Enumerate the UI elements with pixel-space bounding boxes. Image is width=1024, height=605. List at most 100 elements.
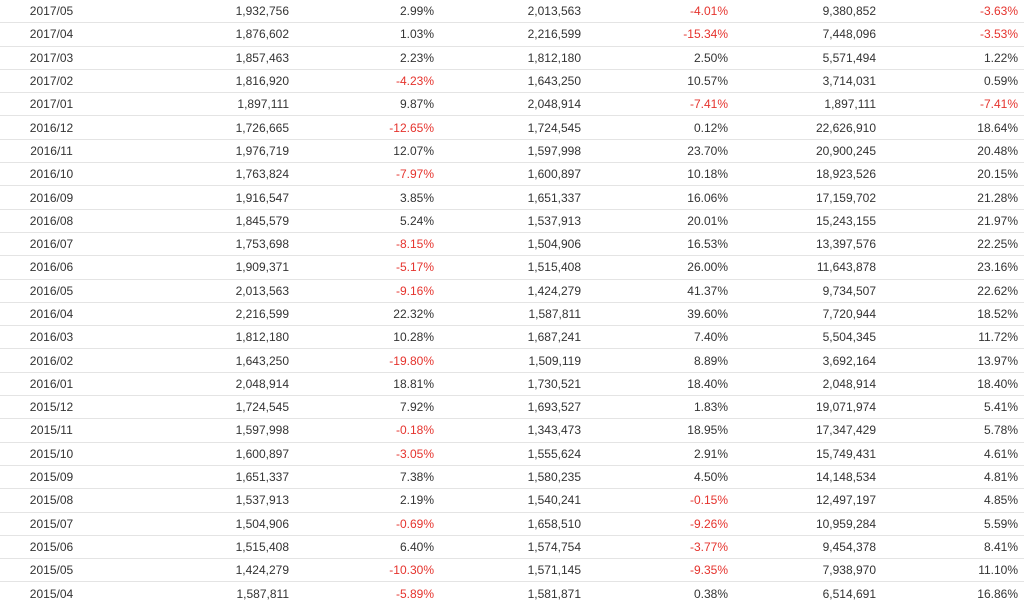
month-cell: 2016/04 bbox=[0, 301, 115, 327]
table-row: 2015/10 1,600,897 -3.05% 1,555,624 2.91% 15,7… bbox=[0, 441, 1024, 466]
cumulative-change-cell: 20.15% bbox=[882, 162, 1024, 187]
compare-value-cell: 1,730,521 bbox=[440, 371, 587, 397]
compare-change-cell: 8.89% bbox=[587, 348, 734, 373]
value-cell: 1,587,811 bbox=[115, 581, 295, 605]
cumulative-change-cell: 16.86% bbox=[882, 581, 1024, 605]
compare-change-cell: 26.00% bbox=[587, 255, 734, 280]
change-cell: -3.05% bbox=[295, 441, 440, 466]
compare-value-cell: 1,658,510 bbox=[440, 511, 587, 536]
value-cell: 1,537,913 bbox=[115, 488, 295, 513]
cumulative-value-cell: 3,714,031 bbox=[734, 68, 882, 94]
compare-value-cell: 2,216,599 bbox=[440, 22, 587, 47]
cumulative-value-cell: 5,504,345 bbox=[734, 325, 882, 350]
value-cell: 2,216,599 bbox=[115, 301, 295, 327]
month-cell: 2015/04 bbox=[0, 581, 115, 605]
month-cell: 2017/02 bbox=[0, 68, 115, 94]
month-cell: 2015/09 bbox=[0, 464, 115, 490]
value-cell: 1,816,920 bbox=[115, 68, 295, 94]
month-cell: 2016/10 bbox=[0, 162, 115, 187]
value-cell: 1,909,371 bbox=[115, 255, 295, 280]
compare-change-cell: 0.12% bbox=[587, 115, 734, 140]
cumulative-value-cell: 1,897,111 bbox=[734, 92, 882, 117]
value-cell: 1,600,897 bbox=[115, 441, 295, 466]
compare-value-cell: 1,597,998 bbox=[440, 138, 587, 164]
table-row: 2016/06 1,909,371 -5.17% 1,515,408 26.00% 11,… bbox=[0, 255, 1024, 280]
compare-change-cell: -3.77% bbox=[587, 534, 734, 560]
cumulative-change-cell: 22.62% bbox=[882, 278, 1024, 303]
compare-value-cell: 1,581,871 bbox=[440, 581, 587, 605]
value-cell: 2,048,914 bbox=[115, 371, 295, 397]
compare-value-cell: 1,687,241 bbox=[440, 325, 587, 350]
cumulative-value-cell: 15,243,155 bbox=[734, 208, 882, 233]
value-cell: 1,812,180 bbox=[115, 325, 295, 350]
month-cell: 2016/09 bbox=[0, 185, 115, 210]
cumulative-change-cell: -7.41% bbox=[882, 92, 1024, 117]
change-cell: -8.15% bbox=[295, 231, 440, 257]
cumulative-value-cell: 17,159,702 bbox=[734, 185, 882, 210]
compare-change-cell: 16.53% bbox=[587, 231, 734, 257]
cumulative-change-cell: 13.97% bbox=[882, 348, 1024, 373]
change-cell: 5.24% bbox=[295, 208, 440, 233]
cumulative-change-cell: 0.59% bbox=[882, 68, 1024, 94]
change-cell: -19.80% bbox=[295, 348, 440, 373]
compare-change-cell: 41.37% bbox=[587, 278, 734, 303]
table-row: 2016/07 1,753,698 -8.15% 1,504,906 16.53% 13,… bbox=[0, 231, 1024, 257]
change-cell: -0.18% bbox=[295, 418, 440, 443]
month-cell: 2017/04 bbox=[0, 22, 115, 47]
month-cell: 2016/02 bbox=[0, 348, 115, 373]
month-cell: 2015/12 bbox=[0, 395, 115, 420]
compare-value-cell: 1,540,241 bbox=[440, 488, 587, 513]
cumulative-change-cell: 5.41% bbox=[882, 395, 1024, 420]
cumulative-value-cell: 11,643,878 bbox=[734, 255, 882, 280]
cumulative-change-cell: 4.61% bbox=[882, 441, 1024, 466]
cumulative-change-cell: 23.16% bbox=[882, 255, 1024, 280]
cumulative-change-cell: 21.97% bbox=[882, 208, 1024, 233]
table-row: 2017/01 1,897,111 9.87% 2,048,914 -7.41% 1,89… bbox=[0, 92, 1024, 117]
table-row: 2015/12 1,724,545 7.92% 1,693,527 1.83% 19,07… bbox=[0, 395, 1024, 420]
compare-change-cell: -4.01% bbox=[587, 0, 734, 24]
compare-value-cell: 2,013,563 bbox=[440, 0, 587, 24]
cumulative-value-cell: 3,692,164 bbox=[734, 348, 882, 373]
value-cell: 1,643,250 bbox=[115, 348, 295, 373]
month-cell: 2015/11 bbox=[0, 418, 115, 443]
table-row: 2016/04 2,216,599 22.32% 1,587,811 39.60% 7,7… bbox=[0, 301, 1024, 327]
compare-value-cell: 1,580,235 bbox=[440, 464, 587, 490]
cumulative-change-cell: 22.25% bbox=[882, 231, 1024, 257]
month-cell: 2016/03 bbox=[0, 325, 115, 350]
compare-value-cell: 1,587,811 bbox=[440, 301, 587, 327]
table-row: 2016/08 1,845,579 5.24% 1,537,913 20.01% 15,2… bbox=[0, 208, 1024, 233]
compare-change-cell: 23.70% bbox=[587, 138, 734, 164]
cumulative-value-cell: 10,959,284 bbox=[734, 511, 882, 536]
change-cell: 18.81% bbox=[295, 371, 440, 397]
month-cell: 2017/01 bbox=[0, 92, 115, 117]
month-cell: 2017/03 bbox=[0, 45, 115, 70]
compare-value-cell: 2,048,914 bbox=[440, 92, 587, 117]
compare-change-cell: 4.50% bbox=[587, 464, 734, 490]
month-cell: 2016/12 bbox=[0, 115, 115, 140]
change-cell: -9.16% bbox=[295, 278, 440, 303]
table-row: 2015/06 1,515,408 6.40% 1,574,754 -3.77% 9,45… bbox=[0, 534, 1024, 560]
cumulative-change-cell: 18.52% bbox=[882, 301, 1024, 327]
cumulative-change-cell: 5.59% bbox=[882, 511, 1024, 536]
change-cell: 6.40% bbox=[295, 534, 440, 560]
cumulative-value-cell: 9,734,507 bbox=[734, 278, 882, 303]
change-cell: 9.87% bbox=[295, 92, 440, 117]
compare-change-cell: 39.60% bbox=[587, 301, 734, 327]
change-cell: -7.97% bbox=[295, 162, 440, 187]
table-row: 2016/02 1,643,250 -19.80% 1,509,119 8.89% 3,6… bbox=[0, 348, 1024, 373]
value-cell: 1,976,719 bbox=[115, 138, 295, 164]
cumulative-value-cell: 22,626,910 bbox=[734, 115, 882, 140]
table-row: 2016/09 1,916,547 3.85% 1,651,337 16.06% 17,1… bbox=[0, 185, 1024, 210]
table-row: 2017/03 1,857,463 2.23% 1,812,180 2.50% 5,571… bbox=[0, 45, 1024, 70]
month-cell: 2015/05 bbox=[0, 558, 115, 583]
change-cell: 7.92% bbox=[295, 395, 440, 420]
compare-value-cell: 1,343,473 bbox=[440, 418, 587, 443]
table-row: 2015/04 1,587,811 -5.89% 1,581,871 0.38% 6,51… bbox=[0, 581, 1024, 605]
compare-change-cell: 2.50% bbox=[587, 45, 734, 70]
cumulative-change-cell: -3.63% bbox=[882, 0, 1024, 24]
table-row: 2015/11 1,597,998 -0.18% 1,343,473 18.95% 17,… bbox=[0, 418, 1024, 443]
value-cell: 2,013,563 bbox=[115, 278, 295, 303]
